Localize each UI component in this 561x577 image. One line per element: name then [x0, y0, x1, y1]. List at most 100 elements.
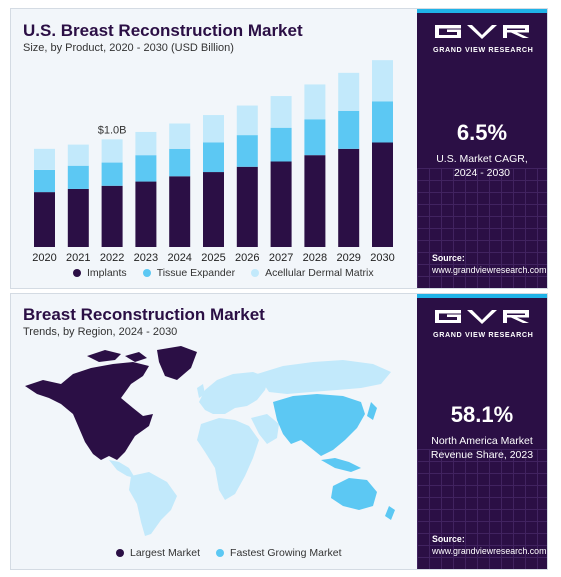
brand-name: GRAND VIEW RESEARCH — [433, 45, 534, 54]
bar-acellular-dermal-matrix-2029 — [338, 72, 360, 111]
kpi-sidebar: GRAND VIEW RESEARCH 6.5% U.S. Market CAG… — [417, 9, 547, 288]
legend-label-acellular-dermal-matrix: Acellular Dermal Matrix — [265, 267, 374, 279]
region-north-asia — [257, 360, 391, 394]
data-label-2022: $1.0B — [98, 124, 127, 136]
bar-acellular-dermal-matrix-2030 — [372, 60, 393, 102]
x-tick-label-2028: 2028 — [303, 252, 327, 264]
legend-label-implants: Implants — [87, 267, 127, 279]
map-subtitle: Trends, by Region, 2024 - 2030 — [23, 326, 178, 338]
bar-acellular-dermal-matrix-2022 — [101, 139, 123, 163]
x-tick-label-2021: 2021 — [66, 252, 90, 264]
region-europe — [199, 372, 269, 414]
kpi-sidebar-regional: GRAND VIEW RESEARCH 58.1% North America … — [417, 294, 547, 569]
region-uk — [197, 384, 205, 398]
region-africa — [197, 418, 259, 500]
legend-item-acellular-dermal-matrix: Acellular Dermal Matrix — [251, 267, 374, 279]
source-note: Source: www.grandviewresearch.com — [432, 252, 546, 276]
bar-tissue-expander-2020 — [34, 169, 55, 193]
region-central-america — [109, 460, 135, 478]
legend-swatch-largest-market — [116, 549, 124, 557]
chart-subtitle: Size, by Product, 2020 - 2030 (USD Billi… — [23, 42, 234, 54]
legend-item-tissue-expander: Tissue Expander — [142, 267, 236, 279]
legend-swatch-fastest-growing-market — [216, 549, 225, 557]
bar-implants-2025 — [203, 172, 224, 247]
sidebar-accent-band — [417, 9, 547, 13]
bar-chart-legend: Implants Tissue Expander Acellular Derma… — [73, 267, 374, 279]
region-southeast-asia-islands — [321, 458, 361, 472]
bar-tissue-expander-2023 — [135, 155, 157, 182]
bar-tissue-expander-2025 — [203, 142, 224, 173]
regional-trends-panel: Breast Reconstruction Market Trends, by … — [10, 293, 548, 570]
legend-item-implants: Implants — [73, 267, 127, 279]
region-japan — [367, 402, 377, 420]
stacked-bar-chart: 2020 2021 $1.0B 2022 2023 2024 2025 2026 2027 202… — [32, 60, 395, 264]
sidebar-accent-band — [417, 294, 547, 298]
bar-tissue-expander-2029 — [338, 110, 360, 149]
chart-title: U.S. Breast Reconstruction Market — [23, 21, 303, 40]
bar-acellular-dermal-matrix-2027 — [270, 96, 292, 128]
cagr-value: 6.5% — [456, 120, 508, 145]
map-legend: Largest Market Fastest Growing Market — [116, 547, 341, 559]
region-north-america-arctic — [87, 350, 147, 362]
bar-acellular-dermal-matrix-2021 — [67, 144, 89, 166]
bar-implants-2027 — [270, 161, 292, 247]
cagr-label-line1: U.S. Market CAGR, — [436, 153, 528, 165]
brand-logo: GRAND VIEW RESEARCH — [433, 308, 533, 339]
bar-tissue-expander-2030 — [372, 101, 393, 143]
market-size-panel: U.S. Breast Reconstruction Market Size, … — [10, 8, 548, 289]
region-greenland — [157, 346, 197, 380]
region-new-zealand — [385, 506, 395, 520]
share-label-line1: North America Market — [431, 435, 533, 447]
bar-tissue-expander-2027 — [270, 127, 292, 162]
region-asia-pacific — [273, 394, 365, 456]
source-label: Source: — [432, 253, 465, 263]
region-middle-east — [251, 414, 279, 444]
region-south-america — [129, 472, 177, 536]
legend-label-tissue-expander: Tissue Expander — [156, 267, 236, 279]
brand-logo: GRAND VIEW RESEARCH — [433, 23, 533, 54]
x-tick-label-2022: 2022 — [100, 252, 124, 264]
legend-swatch-acellular-dermal-matrix — [251, 269, 260, 277]
bar-tissue-expander-2024 — [169, 148, 191, 177]
bar-implants-2028 — [304, 155, 326, 247]
region-australia — [331, 478, 377, 510]
x-tick-label-2025: 2025 — [201, 252, 225, 264]
source-url[interactable]: www.grandviewresearch.com — [432, 546, 547, 556]
bar-tissue-expander-2021 — [67, 165, 89, 189]
gvr-logo-icon — [435, 310, 529, 324]
bar-implants-2020 — [34, 192, 55, 247]
source-url[interactable]: www.grandviewresearch.com — [432, 265, 547, 275]
bar-implants-2026 — [236, 166, 258, 247]
legend-swatch-implants — [73, 269, 81, 277]
x-tick-label-2029: 2029 — [336, 252, 360, 264]
legend-item-fastest-growing-market: Fastest Growing Market — [216, 547, 341, 559]
bar-acellular-dermal-matrix-2024 — [169, 123, 191, 149]
bar-tissue-expander-2026 — [236, 135, 258, 167]
bar-acellular-dermal-matrix-2020 — [34, 148, 55, 170]
brand-name: GRAND VIEW RESEARCH — [433, 330, 534, 339]
bar-tissue-expander-2022 — [101, 162, 123, 186]
bar-acellular-dermal-matrix-2028 — [304, 84, 326, 120]
bar-acellular-dermal-matrix-2026 — [236, 105, 258, 136]
gvr-logo-icon — [435, 25, 529, 39]
legend-label-fastest-growing-market: Fastest Growing Market — [230, 547, 342, 559]
bar-tissue-expander-2028 — [304, 119, 326, 156]
x-tick-label-2027: 2027 — [269, 252, 293, 264]
cagr-label-line2: 2024 - 2030 — [453, 167, 511, 179]
map-title: Breast Reconstruction Market — [23, 305, 265, 324]
x-tick-label-2030: 2030 — [370, 252, 394, 264]
world-map — [25, 346, 395, 536]
share-value: 58.1% — [450, 402, 514, 427]
source-note: Source: www.grandviewresearch.com — [432, 533, 546, 557]
bar-implants-2022 — [101, 185, 123, 247]
legend-item-largest-market: Largest Market — [116, 547, 200, 559]
share-label-line2: Revenue Share, 2023 — [430, 449, 534, 461]
region-north-america — [25, 362, 153, 460]
legend-label-largest-market: Largest Market — [130, 547, 201, 559]
bar-implants-2030 — [372, 142, 393, 247]
sidebar-grid-pattern — [417, 168, 547, 288]
x-tick-label-2020: 2020 — [32, 252, 56, 264]
x-tick-label-2024: 2024 — [167, 252, 191, 264]
bar-acellular-dermal-matrix-2025 — [203, 115, 224, 143]
bar-implants-2021 — [67, 188, 89, 247]
